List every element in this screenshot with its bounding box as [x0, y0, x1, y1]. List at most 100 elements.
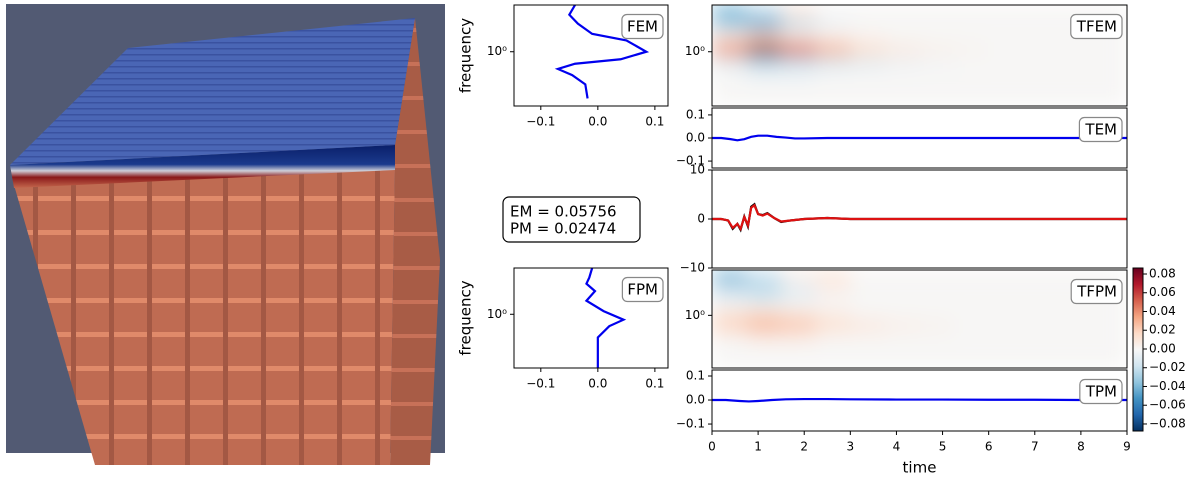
plot-frame	[513, 267, 669, 369]
heatmap-cell	[781, 331, 817, 345]
heatmap-cell	[954, 5, 990, 19]
heatmap-cell	[988, 282, 1024, 296]
y-axis-label: frequency	[457, 18, 475, 93]
y-tick-label: 10⁰	[685, 44, 705, 58]
panel-line: −0.1 0.0 0.1 0 1 2 3 4 5 6 7 8 9 TPM time	[676, 369, 1131, 477]
heatmap-cell	[850, 331, 886, 345]
heatmap-cell	[988, 93, 1024, 106]
plot-frame	[711, 107, 1128, 169]
heatmap-cell	[746, 5, 782, 19]
heatmap-cell	[746, 43, 782, 57]
heatmap-cell	[884, 43, 920, 57]
annotation-box: EM = 0.05756 PM = 0.02474	[502, 196, 641, 243]
heatmap-cell	[919, 55, 955, 69]
x-tick-label: 8	[1077, 440, 1085, 454]
heatmap-cell	[746, 30, 782, 44]
heatmap-cell	[746, 80, 782, 94]
heatmap-cell	[1057, 93, 1093, 106]
heatmap-cell	[884, 17, 920, 32]
heatmap-cell	[712, 43, 748, 57]
heatmap-cell	[815, 294, 851, 308]
line-series	[712, 134, 1127, 142]
heatmap-cell	[712, 355, 748, 368]
heatmap-cell	[815, 80, 851, 94]
heatmap-cell	[919, 343, 955, 357]
heatmap-cell	[850, 17, 886, 32]
heatmap-cell	[1023, 68, 1059, 82]
heatmap-cell	[712, 5, 748, 19]
heatmap-cell	[746, 93, 782, 106]
panel-label: TFEM	[1076, 18, 1117, 36]
heatmap-cell	[850, 68, 886, 82]
heatmap-cell	[919, 355, 955, 368]
panel-label-box	[1070, 278, 1123, 305]
heatmap-cell	[1092, 331, 1127, 345]
heatmap-cell	[712, 30, 748, 44]
panel-heatmap: 10⁰ TFEM	[685, 4, 1128, 107]
heatmap-cell	[884, 355, 920, 368]
heatmap-cell	[954, 93, 990, 106]
heatmap-cell	[815, 282, 851, 296]
heatmap-cell	[712, 68, 748, 82]
heatmap-cell	[954, 331, 990, 345]
panel-label: TFPM	[1076, 283, 1117, 301]
heatmap-cell	[746, 55, 782, 69]
cube-top-face	[10, 18, 415, 165]
heatmap-cell	[1023, 80, 1059, 94]
heatmap-cell	[712, 294, 748, 308]
colorbar-tick-label: −0.06	[1149, 398, 1186, 412]
heatmap-cell	[919, 80, 955, 94]
heatmap-cell	[1057, 55, 1093, 69]
heatmap-cell	[988, 80, 1024, 94]
heatmap-cell	[781, 55, 817, 69]
heatmap-cell	[850, 5, 886, 19]
heatmap-cell	[746, 319, 782, 333]
heatmap-cell	[815, 331, 851, 345]
heatmap-cell	[746, 282, 782, 296]
heatmap-cell	[850, 30, 886, 44]
heatmap-cell	[781, 282, 817, 296]
panel-label-box	[1070, 13, 1123, 40]
colorbar-tick-label: 0.06	[1149, 285, 1176, 299]
heatmap-cell	[954, 30, 990, 44]
heatmap-cell	[954, 294, 990, 308]
heatmap-cell	[954, 282, 990, 296]
plot-frame	[711, 269, 1128, 369]
heatmap-cell	[781, 68, 817, 82]
heatmap-cell	[712, 282, 748, 296]
heatmap-cell	[1057, 80, 1093, 94]
heatmap-cell	[850, 355, 886, 368]
heatmap-cell	[1092, 93, 1127, 106]
heatmap-cell	[712, 343, 748, 357]
heatmap-cell	[1023, 93, 1059, 106]
heatmap-cell	[712, 331, 748, 345]
x-tick-label: 0.0	[588, 377, 607, 391]
heatmap-cell	[712, 319, 748, 333]
y-tick-label: 0	[697, 212, 705, 226]
heatmap-cell	[884, 80, 920, 94]
y-tick-label: 0.1	[686, 107, 705, 121]
heatmap-cell	[988, 319, 1024, 333]
heatmap-cell	[884, 343, 920, 357]
heatmap-cell	[712, 80, 748, 94]
heatmap-cell	[1057, 307, 1093, 320]
y-tick-label: −10	[680, 261, 705, 275]
heatmap-cell	[1057, 68, 1093, 82]
heatmap-cell	[1023, 355, 1059, 368]
heatmap-cell	[919, 30, 955, 44]
heatmap-cell	[850, 43, 886, 57]
heatmap-cell	[988, 55, 1024, 69]
heatmap-cell	[919, 319, 955, 333]
heatmap-cell	[1023, 43, 1059, 57]
heatmap-cell	[850, 270, 886, 283]
heatmap-cell	[746, 17, 782, 32]
heatmap-cell	[884, 68, 920, 82]
y-tick-label: 10⁰	[487, 44, 507, 58]
x-tick-label: 5	[939, 440, 947, 454]
render-3d	[6, 4, 445, 465]
heatmap-cell	[954, 55, 990, 69]
heatmap-cell	[919, 43, 955, 57]
heatmap-cell	[781, 270, 817, 283]
heatmap-cell	[746, 294, 782, 308]
plot-frame	[711, 4, 1128, 107]
